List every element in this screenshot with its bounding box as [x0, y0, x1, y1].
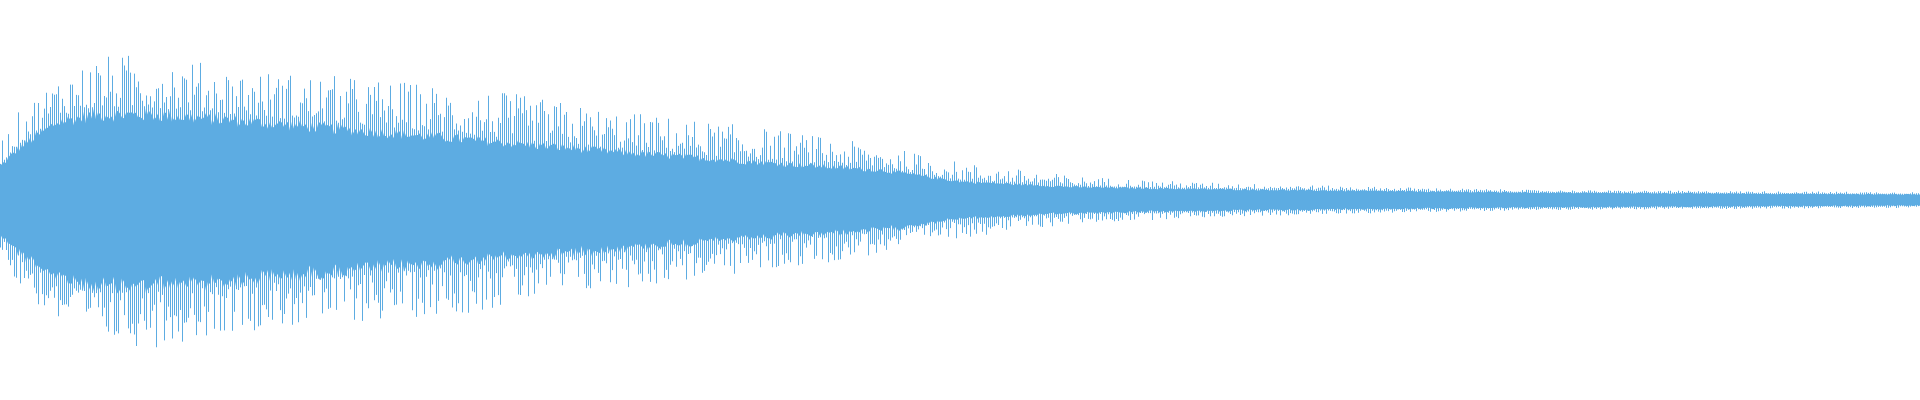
audio-waveform [0, 55, 1920, 348]
